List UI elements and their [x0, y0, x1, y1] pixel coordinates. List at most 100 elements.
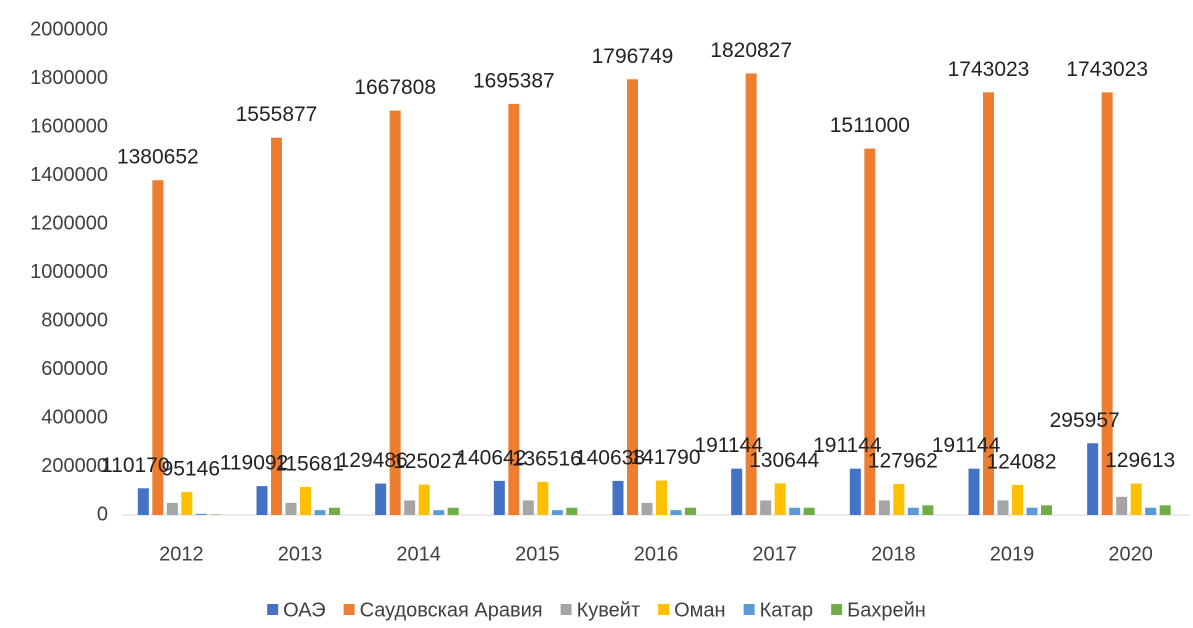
bar: [922, 505, 934, 515]
legend-label: Кувейт: [577, 599, 641, 621]
bar: [447, 507, 459, 515]
bar: [745, 73, 757, 515]
data-label: 1511000: [830, 114, 910, 137]
bar: [731, 468, 743, 515]
x-tick-label: 2012: [159, 543, 204, 565]
bar: [1026, 507, 1038, 515]
bar: [803, 507, 815, 515]
legend-swatch: [831, 604, 843, 615]
legend-label: Саудовская Аравия: [360, 599, 543, 621]
data-label: 141790: [630, 446, 700, 469]
data-label: 191144: [694, 434, 763, 457]
data-label: 295957: [1050, 409, 1120, 432]
bar: [612, 480, 624, 515]
bar: [195, 513, 207, 515]
data-label: 140642: [456, 446, 526, 469]
data-label: 95146: [162, 457, 220, 480]
bar: [627, 79, 638, 516]
bar: [271, 137, 282, 515]
bar: [878, 500, 890, 515]
data-label: 115681: [275, 452, 344, 475]
x-tick-label: 2019: [990, 543, 1035, 565]
data-label: 1743023: [1066, 58, 1148, 81]
bar: [418, 484, 430, 515]
data-label: 1820827: [710, 39, 792, 62]
data-label: 110170: [101, 454, 170, 477]
x-tick-label: 2013: [278, 543, 323, 565]
bar: [522, 500, 534, 515]
data-label: 140638: [575, 446, 645, 469]
bar: [774, 483, 786, 515]
legend-label: ОАЭ: [283, 599, 325, 621]
data-label: 119092: [220, 452, 289, 475]
bar: [789, 507, 801, 515]
legend-swatch: [343, 604, 355, 615]
bar: [893, 483, 905, 515]
bar: [983, 92, 994, 515]
bar: [997, 500, 1009, 515]
y-tick-label: 800000: [41, 309, 108, 331]
x-tick-label: 2020: [1108, 543, 1153, 565]
data-label: 1667808: [354, 76, 436, 99]
data-label: 1796749: [592, 45, 674, 68]
bar: [389, 110, 401, 516]
bar: [152, 180, 164, 515]
y-tick-label: 400000: [41, 406, 108, 428]
bar: [1012, 484, 1023, 515]
y-tick-label: 0: [97, 503, 108, 525]
y-tick-label: 1800000: [30, 67, 108, 89]
data-label: 136516: [512, 447, 582, 470]
legend-swatch: [658, 604, 670, 615]
bar: [1041, 505, 1052, 515]
bar: [181, 491, 193, 515]
data-label: 129613: [1105, 449, 1175, 472]
legend-swatch: [267, 604, 279, 615]
bar: [1101, 92, 1113, 515]
bar: [1087, 443, 1099, 515]
bar: [566, 507, 578, 515]
bar: [864, 148, 876, 515]
bar: [404, 500, 416, 515]
bar: [670, 510, 682, 515]
bar: [1159, 505, 1171, 515]
bar: [166, 502, 178, 515]
data-label: 1743023: [948, 58, 1030, 81]
data-label: 1380652: [117, 146, 199, 169]
bar: [433, 510, 445, 515]
data-label: 127962: [868, 450, 938, 473]
legend-label: Катар: [760, 599, 814, 621]
bar: [551, 510, 563, 515]
bar: [285, 502, 297, 515]
bar: [641, 502, 653, 515]
y-tick-label: 1400000: [30, 164, 108, 186]
bar: [685, 507, 696, 515]
bar: [1145, 507, 1157, 515]
data-label: 1695387: [473, 69, 555, 92]
legend-swatch: [743, 604, 755, 615]
bar: [849, 468, 861, 515]
legend-label: Оман: [674, 599, 725, 621]
bar: [375, 483, 387, 515]
bar: [760, 500, 772, 515]
x-tick-label: 2017: [752, 543, 797, 565]
data-label: 124082: [986, 450, 1056, 473]
bar: [1116, 496, 1128, 515]
bar: [656, 480, 667, 515]
legend-label: Бахрейн: [847, 599, 926, 621]
data-label: 129486: [338, 449, 408, 472]
y-tick-label: 1000000: [30, 261, 108, 283]
bar: [968, 468, 980, 515]
bar: [314, 510, 326, 515]
x-tick-label: 2018: [871, 543, 916, 565]
data-label: 1555877: [236, 103, 318, 126]
legend-swatch: [560, 604, 572, 615]
bar: [493, 480, 505, 515]
data-label: 130644: [749, 449, 819, 472]
y-tick-label: 1200000: [30, 212, 108, 234]
bar: [1130, 483, 1142, 515]
bar: [508, 103, 520, 515]
x-tick-label: 2016: [634, 543, 679, 565]
bar: [329, 507, 340, 515]
data-label: 191144: [813, 434, 882, 457]
